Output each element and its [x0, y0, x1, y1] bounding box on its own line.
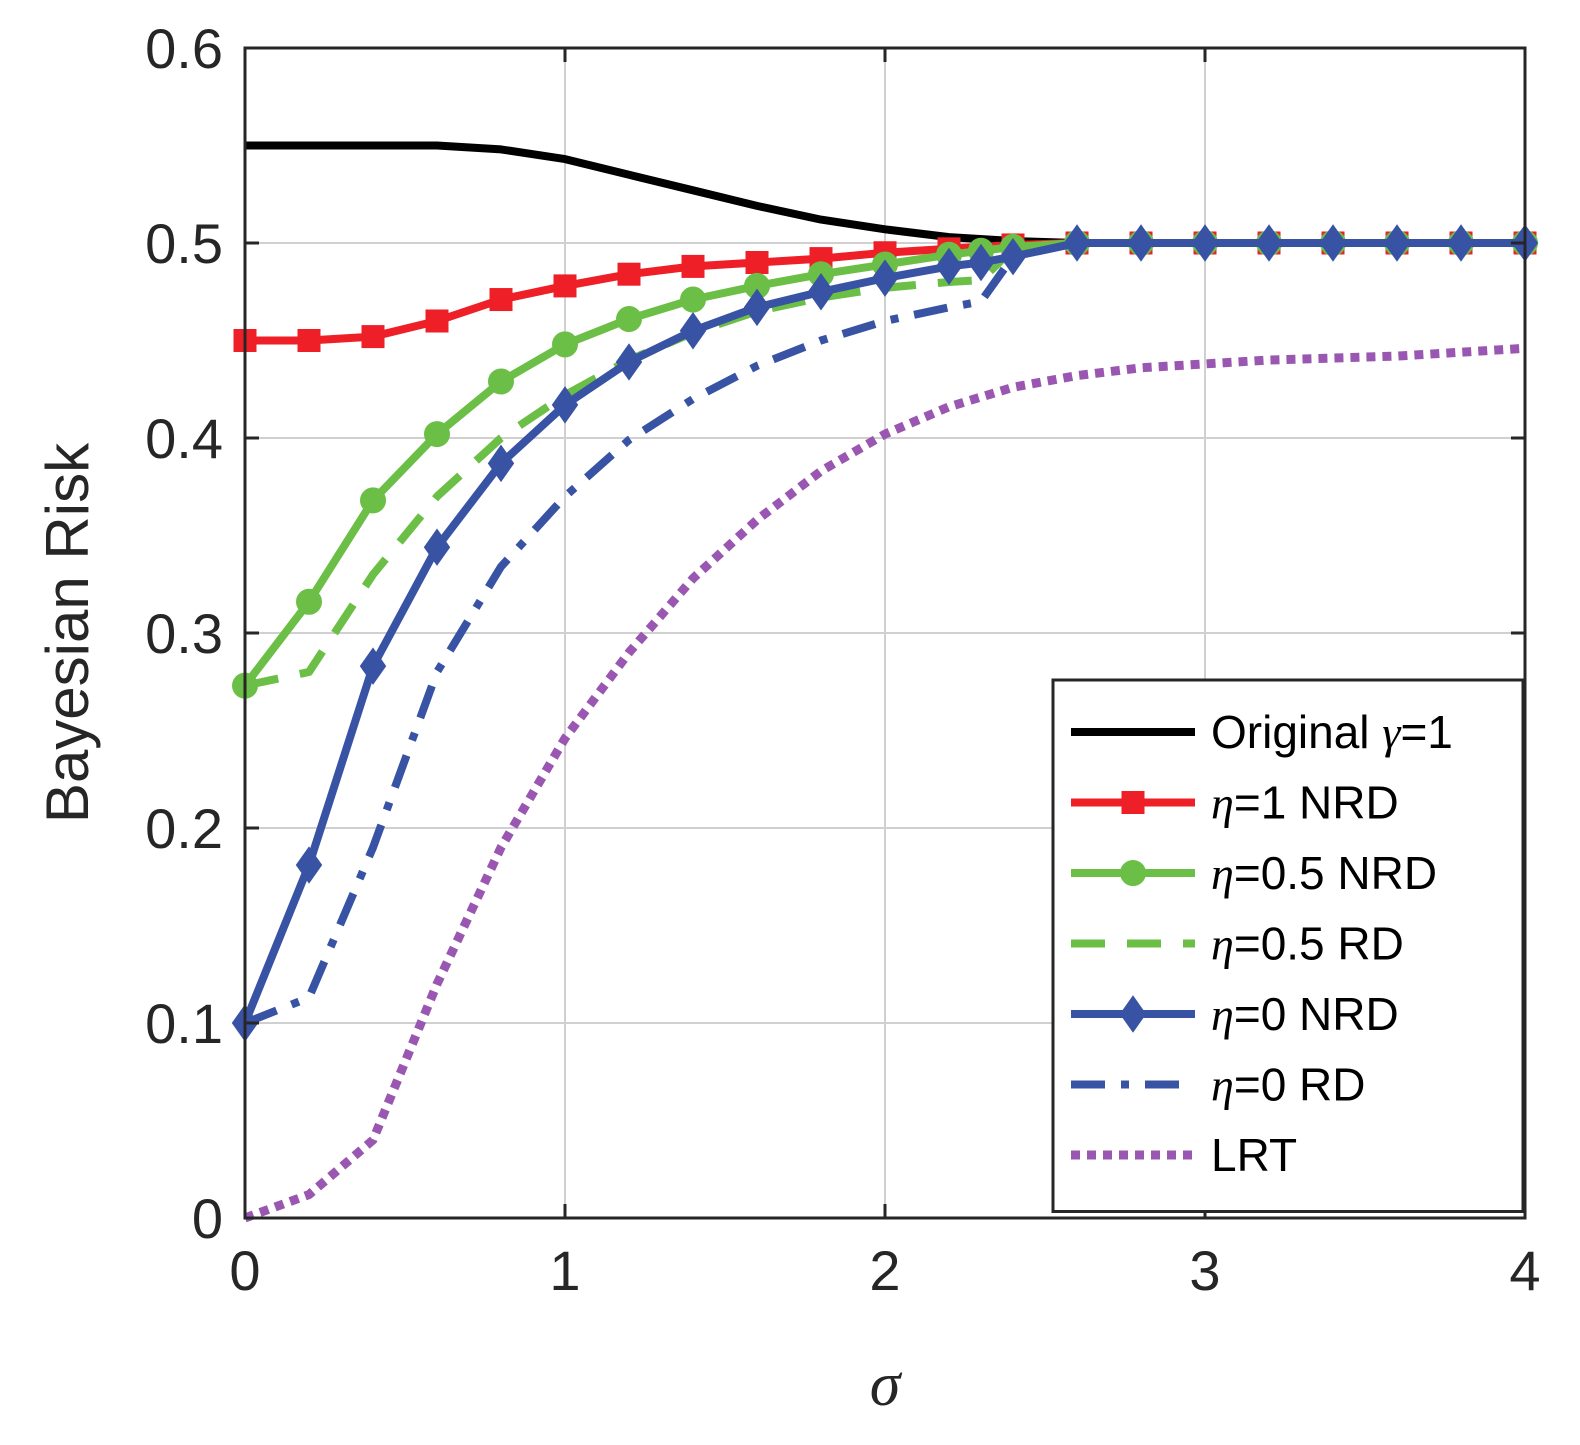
data-point [361, 325, 385, 349]
y-tick-label: 0.3 [145, 602, 223, 665]
data-point [807, 273, 835, 311]
legend-label: η=0.5 NRD [1211, 847, 1437, 899]
series-layer [231, 141, 1539, 1223]
data-point [967, 243, 995, 282]
legend-entry: η=1 NRD [1071, 777, 1399, 829]
legend-marker [1119, 995, 1147, 1033]
data-point [615, 343, 643, 381]
data-point [617, 262, 641, 286]
data-point [424, 421, 450, 448]
legend-entry: Original γ=1 [1071, 706, 1453, 758]
legend-text: LRT [1211, 1129, 1297, 1181]
x-tick-label: 3 [1189, 1239, 1220, 1302]
series-4 [231, 224, 1539, 1042]
legend-entry: η=0.5 RD [1071, 918, 1404, 970]
legend-text: =0 RD [1234, 1059, 1366, 1111]
legend-label: η=0 NRD [1211, 988, 1399, 1040]
data-point [1063, 224, 1091, 262]
data-point [681, 254, 705, 278]
legend-text: =0.5 RD [1234, 918, 1404, 970]
x-tick-label: 2 [869, 1239, 900, 1302]
data-point [487, 444, 515, 483]
data-point [745, 251, 769, 274]
data-point [553, 274, 577, 298]
y-axis-label: Bayesian Risk [34, 442, 101, 823]
x-tick-label: 1 [549, 1239, 580, 1302]
legend-symbol: γ [1382, 707, 1402, 758]
legend-text: =0 NRD [1234, 988, 1399, 1040]
legend-label: η=0 RD [1211, 1059, 1366, 1111]
data-point [360, 487, 386, 514]
legend-text: =1 NRD [1234, 777, 1399, 829]
legend-symbol: η [1211, 848, 1234, 899]
data-point [1383, 224, 1411, 262]
series-6 [243, 343, 1526, 1223]
y-tick-label: 0.1 [145, 992, 223, 1055]
data-point [679, 312, 707, 350]
legend-prefix: Original [1211, 706, 1382, 758]
y-tick-label: 0.5 [145, 212, 223, 275]
legend-label: η=0.5 RD [1211, 918, 1404, 970]
data-point [297, 329, 321, 352]
legend-symbol: η [1211, 919, 1234, 970]
legend-symbol: η [1211, 989, 1234, 1040]
legend-text: =0.5 NRD [1234, 847, 1437, 899]
data-point [551, 386, 579, 424]
data-point [359, 647, 387, 685]
series-line [243, 343, 1526, 1223]
data-point [616, 306, 642, 333]
legend-entry: η=0 NRD [1071, 988, 1399, 1040]
x-tick-label: 0 [229, 1239, 260, 1302]
legend-label: Original γ=1 [1211, 706, 1453, 758]
y-tick-label: 0.6 [145, 17, 223, 80]
series-line [241, 239, 1525, 1025]
data-point [295, 846, 323, 884]
x-axis-label: σ [870, 1351, 903, 1419]
data-point [488, 368, 514, 395]
legend-entry: η=0.5 NRD [1071, 847, 1437, 899]
series-line [243, 239, 1525, 1027]
data-point [935, 247, 963, 286]
data-point [425, 309, 449, 333]
x-tick-label: 4 [1509, 1239, 1540, 1302]
legend-label: LRT [1211, 1129, 1297, 1181]
data-point [680, 286, 706, 313]
y-tick-label: 0 [192, 1187, 223, 1250]
legend-marker [1121, 791, 1145, 814]
data-point [999, 237, 1027, 276]
legend-marker [1120, 860, 1146, 886]
legend-symbol: η [1211, 778, 1234, 829]
y-tick-label: 0.2 [145, 797, 223, 860]
data-point [552, 331, 578, 358]
data-point [423, 528, 451, 566]
legend-symbol: η [1211, 1060, 1234, 1111]
data-point [871, 259, 899, 297]
legend-label: η=1 NRD [1211, 777, 1399, 829]
tick-labels: 0 1 2 3 4 0 0.1 0.2 0.3 0.4 0.5 0.6 [145, 17, 1540, 1302]
y-tick-label: 0.4 [145, 407, 223, 470]
series-5 [243, 239, 1525, 1027]
data-point [743, 288, 771, 327]
legend-entry: η=0 RD [1071, 1059, 1366, 1111]
data-point [296, 588, 322, 615]
data-point [489, 288, 513, 312]
legend-text: =1 [1400, 706, 1452, 758]
legend-entry: LRT [1071, 1129, 1297, 1181]
